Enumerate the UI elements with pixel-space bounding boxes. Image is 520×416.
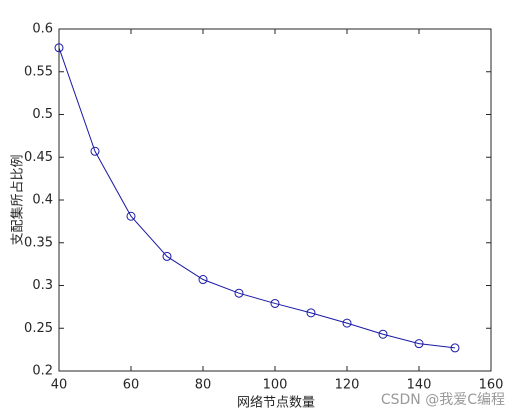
x-tick-label: 80 xyxy=(195,378,212,393)
x-tick-label: 160 xyxy=(479,378,504,393)
marker xyxy=(378,329,388,339)
marker xyxy=(234,288,244,298)
marker xyxy=(270,298,280,308)
x-tick-label: 140 xyxy=(407,378,432,393)
x-tick-label: 60 xyxy=(123,378,140,393)
y-tick-label: 0.35 xyxy=(24,235,53,250)
marker xyxy=(90,146,100,156)
marker xyxy=(306,308,316,318)
plot-frame xyxy=(58,28,492,372)
y-tick-label: 0.3 xyxy=(32,278,53,293)
marker xyxy=(162,251,172,261)
y-tick-label: 0.6 xyxy=(32,22,53,37)
y-tick-label: 0.55 xyxy=(24,64,53,79)
y-axis-label: 支配集所占比例 xyxy=(10,154,26,245)
marker xyxy=(342,318,352,328)
y-tick-label: 0.25 xyxy=(24,321,53,336)
x-tick-label: 40 xyxy=(51,378,68,393)
marker xyxy=(450,343,460,353)
y-tick-label: 0.45 xyxy=(24,150,53,165)
marker xyxy=(54,43,64,53)
y-tick-label: 0.4 xyxy=(32,193,53,208)
line xyxy=(58,47,456,349)
x-axis-label: 网络节点数量 xyxy=(237,395,315,411)
marker xyxy=(126,211,136,221)
marker xyxy=(414,339,424,349)
y-tick-label: 0.5 xyxy=(32,107,53,122)
watermark: CSDN @我爱C编程 xyxy=(381,392,505,408)
x-tick-label: 120 xyxy=(335,378,360,393)
y-tick-label: 0.2 xyxy=(32,364,53,379)
marker xyxy=(198,275,208,285)
x-tick-label: 100 xyxy=(263,378,288,393)
